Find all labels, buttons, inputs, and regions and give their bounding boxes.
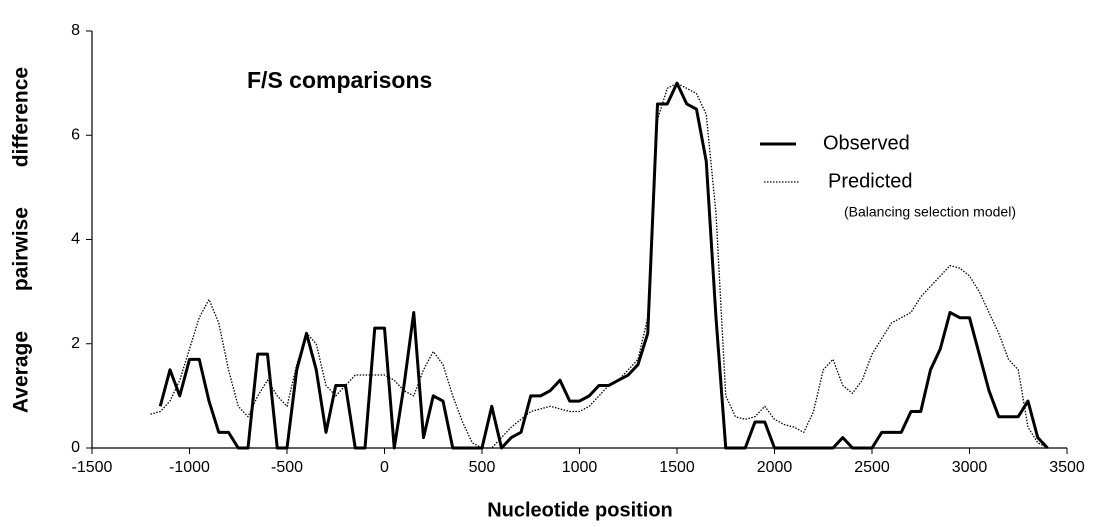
y-tick-label: 6	[71, 126, 80, 143]
data-line	[158, 81, 1049, 450]
x-tick-label: 0	[380, 459, 389, 476]
x-axis-label: Nucleotide position	[487, 499, 673, 521]
y-tick-label: 8	[71, 22, 80, 39]
legend-label: Observed	[823, 132, 910, 154]
x-tick-label: -1500	[72, 459, 113, 476]
x-tick-label: 3500	[1049, 459, 1085, 476]
y-tick-label: 2	[71, 335, 80, 352]
data-line	[150, 82, 1048, 449]
x-tick-label: -1000	[169, 459, 210, 476]
x-tick-label: 500	[469, 459, 496, 476]
x-tick-label: -500	[271, 459, 303, 476]
x-tick-label: 2000	[757, 459, 793, 476]
y-axis-label: Average pairwise difference	[10, 67, 33, 413]
legend-label: Predicted	[828, 170, 913, 192]
x-tick-label: 1000	[562, 459, 598, 476]
x-tick-label: 2500	[854, 459, 890, 476]
y-tick-label: 4	[71, 231, 80, 248]
y-tick-label: 0	[71, 439, 80, 456]
x-tick-label: 1500	[659, 459, 695, 476]
annotation: (Balancing selection model)	[844, 204, 1016, 220]
chart-title: F/S comparisons	[247, 67, 432, 93]
x-tick-label: 3000	[952, 459, 988, 476]
